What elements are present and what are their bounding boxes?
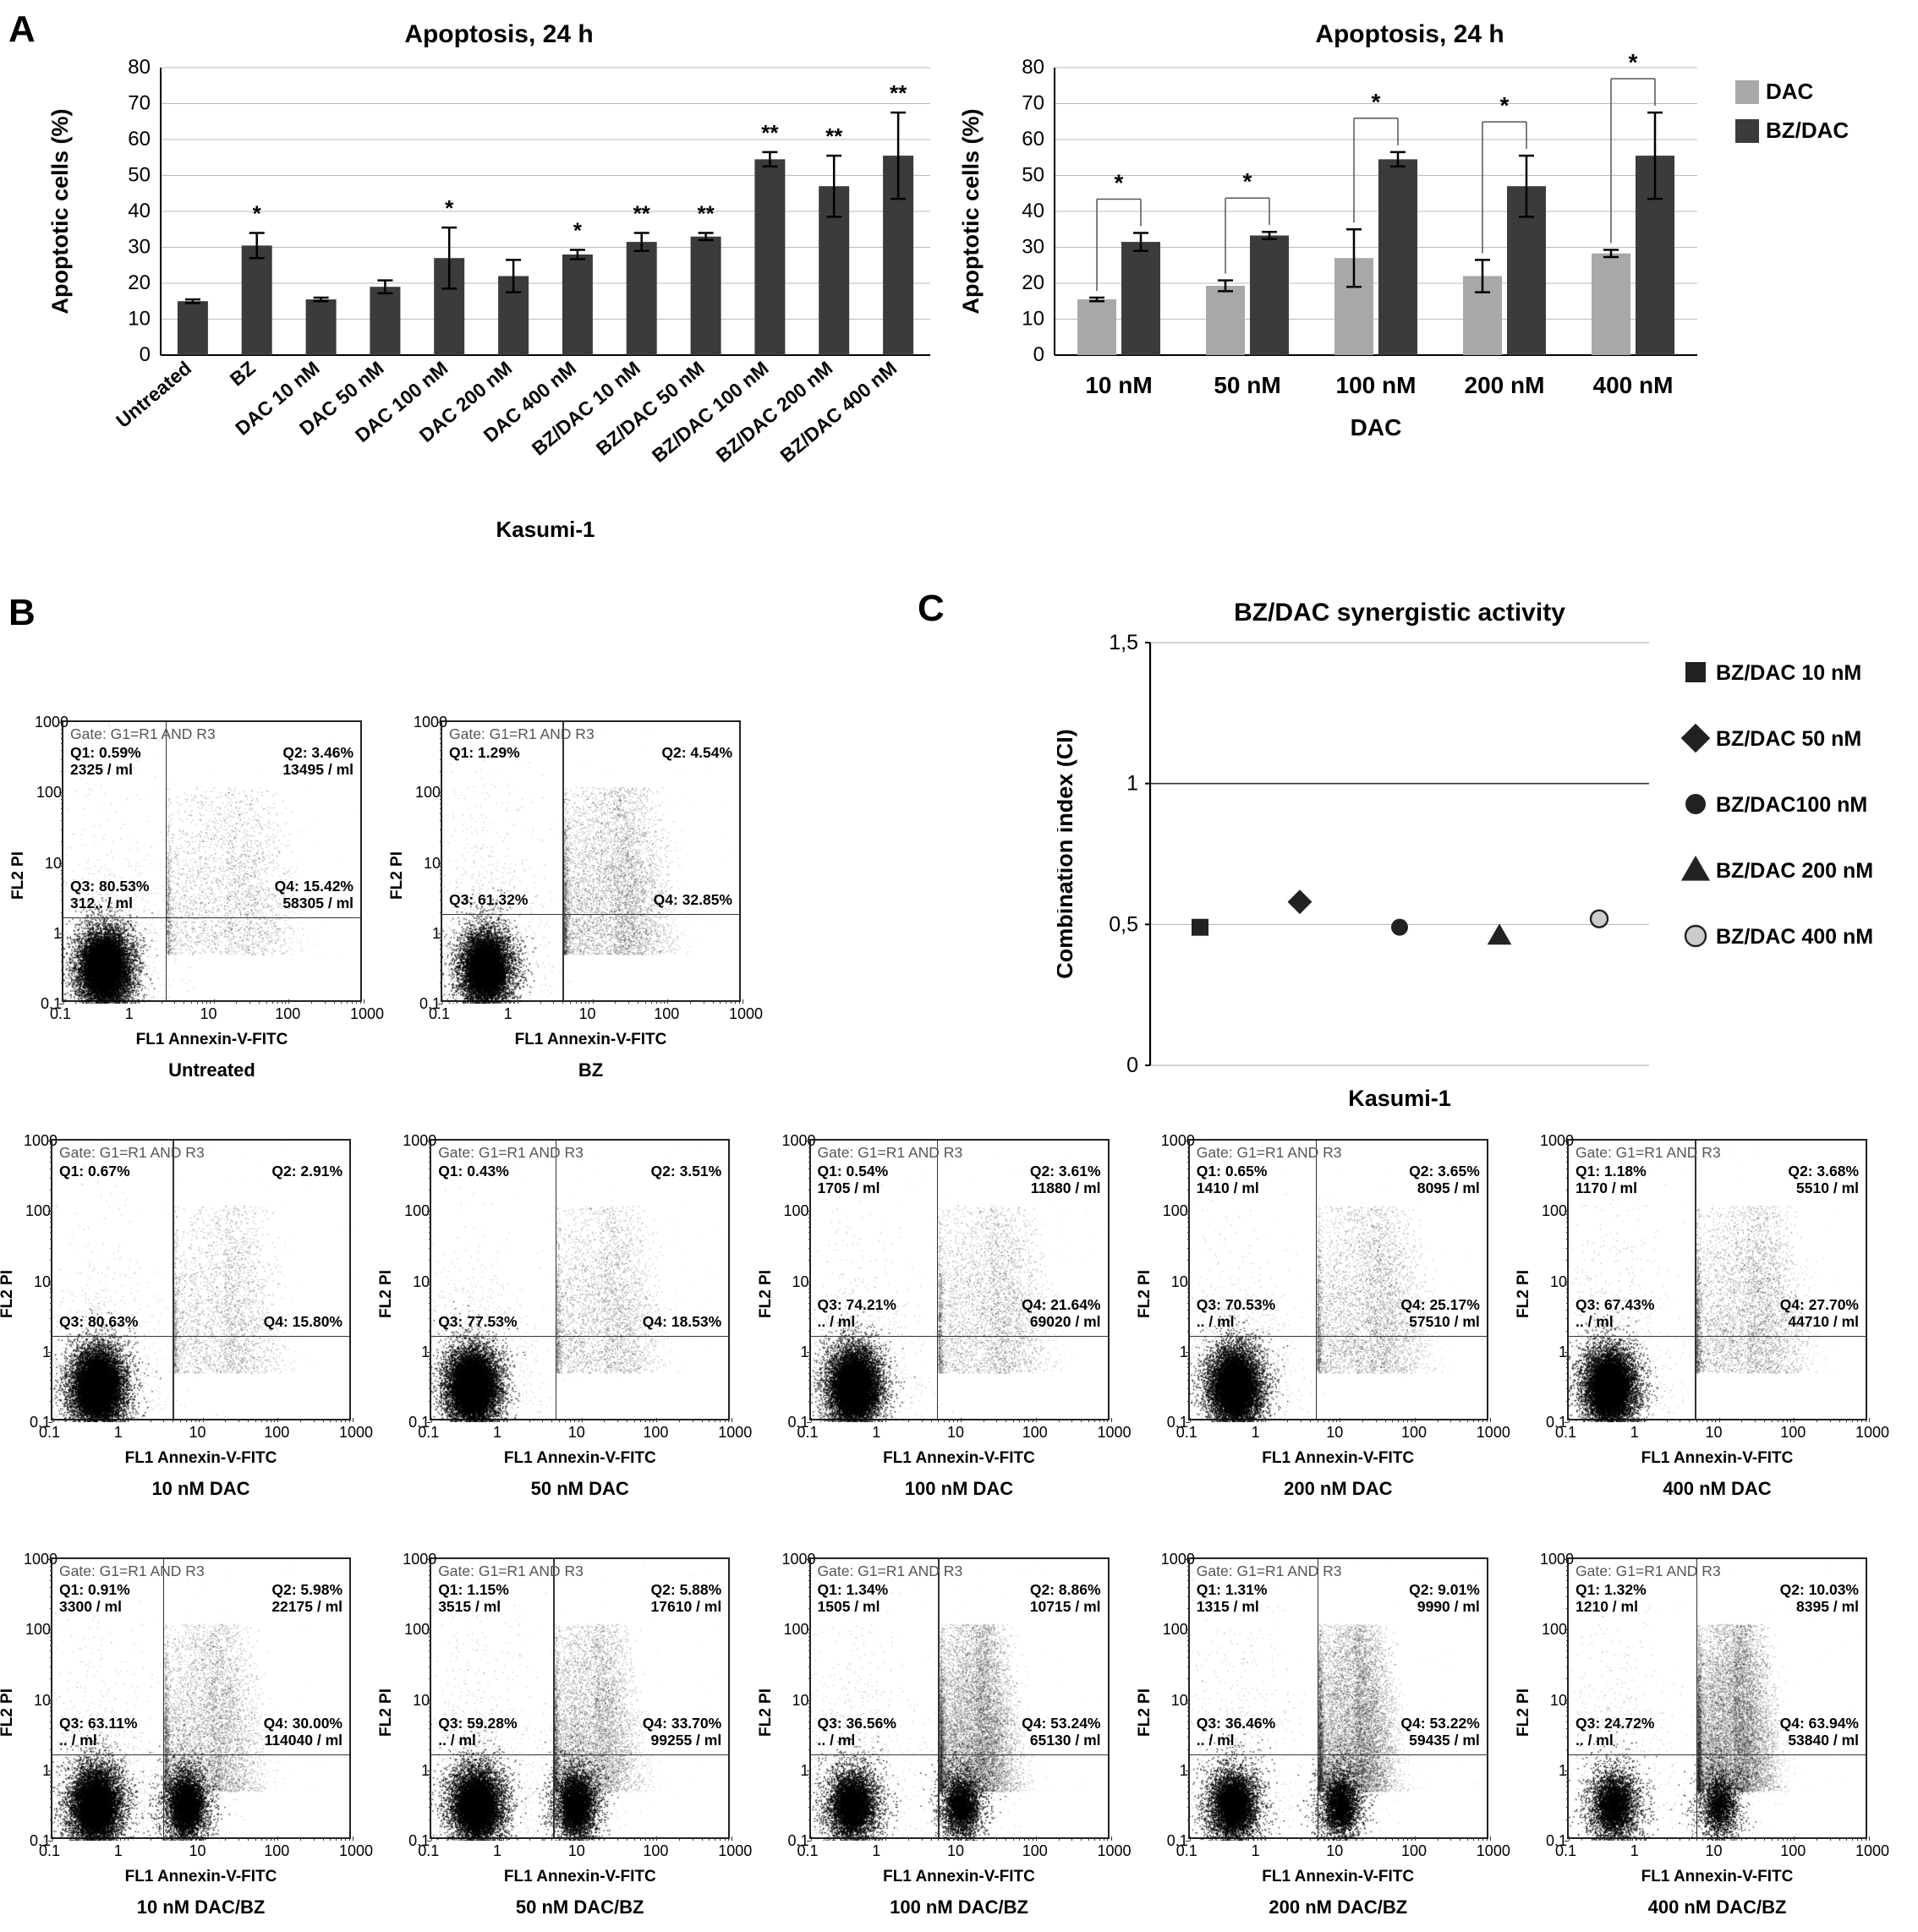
svg-text:BZ/DAC 100 nM: BZ/DAC 100 nM <box>648 357 773 467</box>
svg-text:20: 20 <box>128 271 151 294</box>
svg-text:40: 40 <box>1022 200 1044 222</box>
svg-text:Combination index (CI): Combination index (CI) <box>1057 729 1077 978</box>
svg-text:BZ/DAC synergistic activity: BZ/DAC synergistic activity <box>1234 599 1565 627</box>
svg-text:BZ/DAC 400 nM: BZ/DAC 400 nM <box>1716 925 1873 949</box>
svg-text:400 nM: 400 nM <box>1593 372 1674 398</box>
svg-text:BZ: BZ <box>226 357 260 391</box>
svg-text:*: * <box>1115 170 1124 196</box>
svg-text:BZ/DAC 200 nM: BZ/DAC 200 nM <box>712 357 837 467</box>
svg-text:**: ** <box>697 201 715 227</box>
svg-text:1,5: 1,5 <box>1109 631 1138 654</box>
svg-text:1: 1 <box>1126 772 1138 796</box>
svg-text:**: ** <box>761 120 779 145</box>
svg-text:Kasumi-1: Kasumi-1 <box>496 517 595 542</box>
svg-text:*: * <box>1500 92 1510 118</box>
svg-text:50: 50 <box>1022 164 1044 187</box>
svg-text:0: 0 <box>140 343 151 366</box>
svg-text:200 nM: 200 nM <box>1465 372 1545 398</box>
svg-text:80: 80 <box>128 56 151 79</box>
svg-text:60: 60 <box>128 128 151 151</box>
svg-text:*: * <box>445 195 454 221</box>
svg-text:80: 80 <box>1022 56 1044 79</box>
svg-text:Kasumi-1: Kasumi-1 <box>1348 1086 1451 1111</box>
svg-text:BZ/DAC 10 nM: BZ/DAC 10 nM <box>528 357 644 460</box>
svg-text:10 nM: 10 nM <box>1085 372 1152 398</box>
svg-text:30: 30 <box>1022 236 1044 259</box>
svg-text:DAC: DAC <box>1766 79 1814 104</box>
svg-text:50: 50 <box>128 164 151 187</box>
svg-text:0: 0 <box>1033 343 1044 366</box>
svg-text:BZ/DAC 200 nM: BZ/DAC 200 nM <box>1716 859 1873 883</box>
svg-text:50 nM: 50 nM <box>1214 372 1280 398</box>
svg-text:BZ/DAC 10 nM: BZ/DAC 10 nM <box>1716 661 1861 685</box>
svg-text:10: 10 <box>128 308 151 331</box>
svg-text:BZ/DAC: BZ/DAC <box>1766 118 1849 143</box>
svg-text:*: * <box>1629 49 1638 75</box>
svg-text:BZ/DAC 400 nM: BZ/DAC 400 nM <box>775 357 901 467</box>
svg-text:70: 70 <box>128 92 151 115</box>
svg-text:*: * <box>253 201 262 227</box>
svg-text:BZ/DAC100 nM: BZ/DAC100 nM <box>1716 793 1867 817</box>
svg-text:*: * <box>573 218 583 244</box>
svg-text:Apoptotic cells (%): Apoptotic cells (%) <box>962 108 984 314</box>
svg-text:*: * <box>1372 89 1381 115</box>
svg-text:Apoptosis, 24 h: Apoptosis, 24 h <box>404 20 593 48</box>
svg-text:**: ** <box>890 80 907 106</box>
svg-text:100 nM: 100 nM <box>1336 372 1417 398</box>
svg-text:60: 60 <box>1022 128 1044 151</box>
svg-text:**: ** <box>633 201 651 227</box>
svg-text:Apoptotic cells (%): Apoptotic cells (%) <box>51 108 73 314</box>
svg-text:Apoptosis, 24 h: Apoptosis, 24 h <box>1315 20 1504 48</box>
svg-text:30: 30 <box>128 236 151 259</box>
svg-text:*: * <box>1243 168 1252 194</box>
svg-text:BZ/DAC 50 nM: BZ/DAC 50 nM <box>592 357 709 460</box>
svg-text:**: ** <box>825 123 843 149</box>
svg-text:BZ/DAC 50 nM: BZ/DAC 50 nM <box>1716 727 1861 751</box>
svg-text:0: 0 <box>1126 1054 1138 1077</box>
svg-text:DAC: DAC <box>1351 414 1402 441</box>
svg-text:0,5: 0,5 <box>1109 912 1138 936</box>
svg-text:10: 10 <box>1022 308 1044 331</box>
svg-text:20: 20 <box>1022 271 1044 294</box>
svg-text:40: 40 <box>128 200 151 222</box>
svg-text:70: 70 <box>1022 92 1044 115</box>
svg-text:Untreated: Untreated <box>112 357 195 432</box>
